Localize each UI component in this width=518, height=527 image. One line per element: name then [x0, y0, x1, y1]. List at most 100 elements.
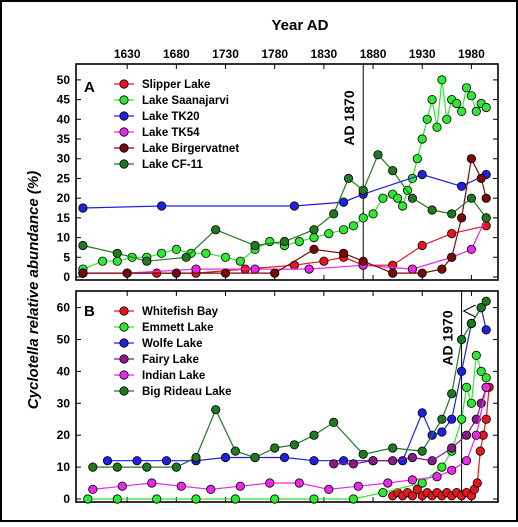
- data-point: [112, 256, 122, 266]
- series-fairy-lake: [329, 382, 491, 469]
- data-point: [437, 414, 447, 424]
- data-point: [368, 209, 378, 219]
- data-point: [447, 209, 457, 219]
- data-point: [447, 252, 457, 262]
- data-point: [358, 213, 368, 223]
- panel-b-frame: [75, 290, 499, 503]
- data-point: [383, 478, 393, 488]
- data-point: [471, 106, 481, 117]
- data-point: [481, 296, 491, 306]
- data-point: [461, 430, 472, 440]
- data-point: [250, 264, 260, 274]
- data-point: [132, 456, 142, 466]
- series-lake-saanajarvi: [78, 75, 491, 274]
- legend-entry: Emmett Lake: [142, 322, 214, 334]
- legend-entry: Whitefish Bay: [142, 306, 219, 318]
- panel-a-frame: [75, 63, 499, 281]
- legend-entry: Indian Lake: [142, 370, 205, 382]
- data-point: [157, 201, 167, 211]
- x-tick-label: 1930: [409, 47, 436, 61]
- data-point: [466, 193, 476, 203]
- data-point: [442, 114, 452, 124]
- data-point: [476, 173, 486, 183]
- data-point: [348, 494, 358, 504]
- data-point: [417, 478, 427, 488]
- data-point: [471, 430, 481, 440]
- data-point: [329, 417, 339, 427]
- data-point: [368, 456, 378, 466]
- series-line: [82, 173, 487, 209]
- y-tick-label: 30: [57, 152, 71, 166]
- y-tick-label: 10: [57, 231, 71, 245]
- data-point: [191, 494, 201, 504]
- data-point: [211, 225, 221, 235]
- x-axis-title: Year AD: [272, 17, 329, 34]
- data-point: [456, 213, 467, 223]
- data-point: [338, 197, 349, 207]
- data-point: [417, 169, 427, 180]
- legend-entry: Lake TK54: [142, 127, 200, 139]
- data-point: [142, 256, 152, 266]
- data-point: [388, 456, 398, 466]
- panel-b-legend: Whitefish Bay Emmett Lake Wolfe Lake Fairy …: [114, 306, 231, 398]
- data-point: [412, 484, 422, 494]
- data-point: [481, 382, 491, 392]
- data-point: [452, 98, 462, 109]
- y-tick-label: 20: [57, 191, 71, 205]
- panel-b-annotation: AD 1970: [440, 310, 456, 365]
- data-point: [353, 481, 363, 491]
- data-point: [476, 302, 486, 313]
- legend-marker: [119, 370, 129, 380]
- data-point: [78, 268, 88, 278]
- data-point: [220, 252, 231, 262]
- data-point: [201, 248, 211, 258]
- data-point: [397, 201, 408, 211]
- data-point: [437, 75, 447, 85]
- data-point: [220, 452, 231, 463]
- data-point: [447, 414, 457, 424]
- data-point: [265, 478, 275, 488]
- data-point: [309, 430, 319, 440]
- data-point: [358, 185, 368, 195]
- series-whitefish-bay: [388, 382, 494, 501]
- data-point: [348, 459, 358, 469]
- data-point: [191, 264, 201, 274]
- data-point: [171, 244, 181, 254]
- data-point: [161, 456, 172, 466]
- legend-entry: Lake Saanajarvi: [142, 95, 229, 107]
- legend-entry: Wolfe Lake: [142, 338, 203, 350]
- data-point: [112, 462, 122, 472]
- data-point: [142, 462, 152, 472]
- y-tick-label: 0: [63, 492, 70, 506]
- x-tick-label: 1780: [261, 47, 288, 61]
- data-point: [289, 201, 299, 211]
- legend-marker: [119, 338, 129, 348]
- data-point: [432, 472, 442, 482]
- y-tick-label: 60: [57, 301, 71, 315]
- data-point: [447, 229, 457, 239]
- y-tick-label: 15: [57, 211, 71, 225]
- y-tick-label: 45: [57, 93, 71, 107]
- legend-marker: [119, 111, 129, 121]
- data-point: [171, 268, 181, 278]
- x-tick-label: 1630: [114, 47, 141, 61]
- data-point: [475, 446, 485, 456]
- data-point: [412, 154, 422, 164]
- data-point: [98, 256, 108, 266]
- y-tick-label: 0: [63, 270, 70, 284]
- legend-entry: Lake CF-11: [142, 159, 203, 171]
- data-point: [270, 494, 280, 504]
- series-lake-cf-11: [78, 150, 491, 266]
- data-point: [388, 166, 398, 176]
- legend-entry: Big Rideau Lake: [142, 386, 231, 398]
- data-point: [481, 213, 491, 223]
- data-point: [466, 398, 476, 408]
- data-point: [235, 256, 245, 266]
- data-point: [407, 193, 417, 203]
- panel-a-ticks: 0 5 10 15 20 25 30 35 40 45 50: [57, 64, 498, 284]
- legend-marker: [119, 354, 129, 364]
- data-point: [471, 414, 481, 424]
- data-point: [427, 95, 437, 105]
